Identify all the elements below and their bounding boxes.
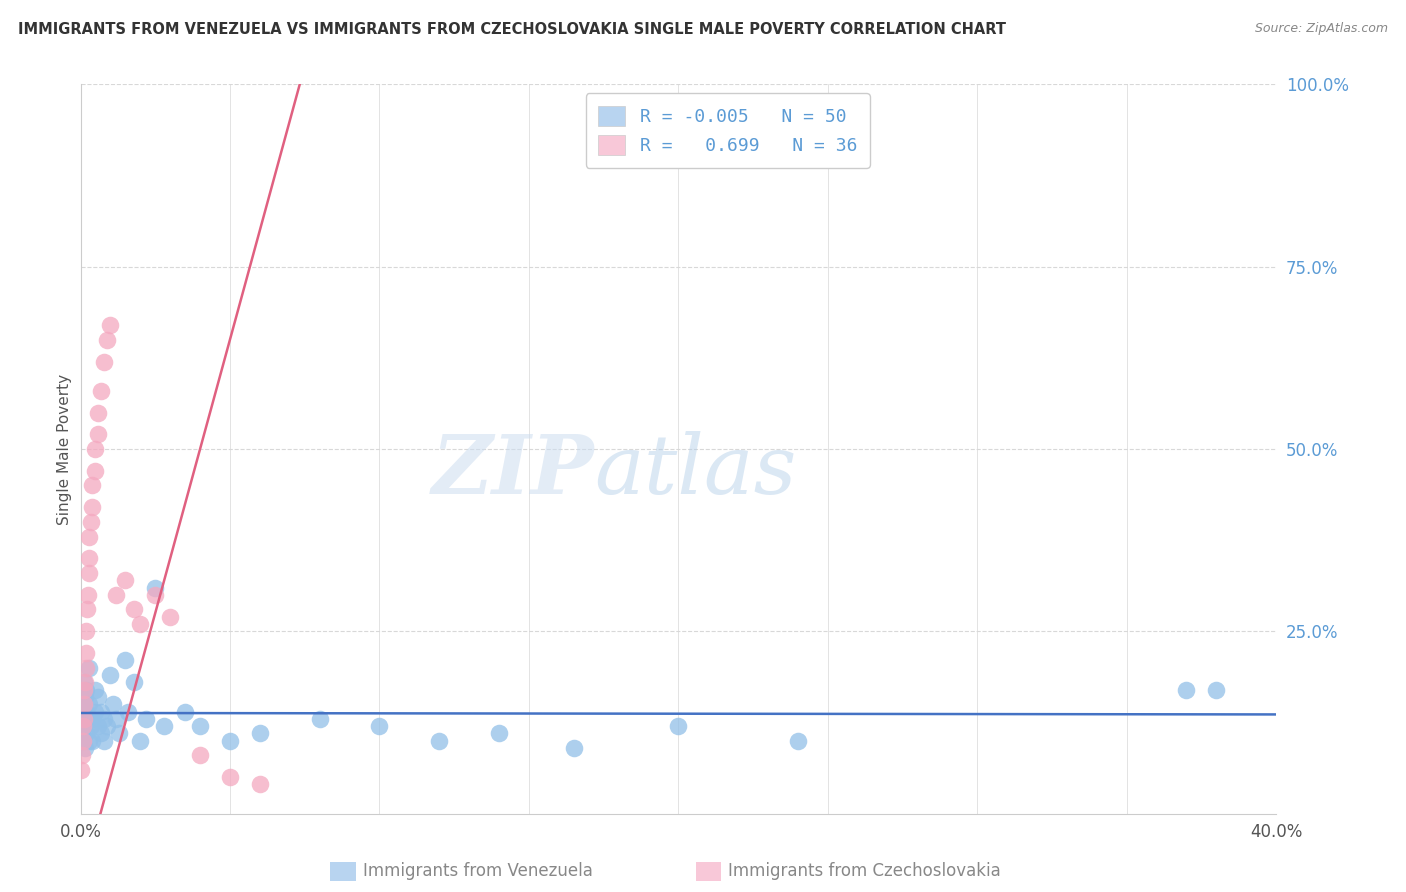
Point — [76, 705, 98, 719]
Point — [135, 712, 157, 726]
Point — [105, 588, 128, 602]
Point — [87, 690, 110, 704]
Text: Immigrants from Czechoslovakia: Immigrants from Czechoslovakia — [728, 863, 1001, 880]
Point — [129, 733, 152, 747]
Point — [80, 515, 103, 529]
Point — [72, 675, 94, 690]
Point — [114, 574, 136, 588]
Point — [76, 646, 98, 660]
Point — [73, 719, 96, 733]
Point — [153, 719, 176, 733]
Point — [124, 602, 146, 616]
Legend: R = -0.005   N = 50, R =   0.699   N = 36: R = -0.005 N = 50, R = 0.699 N = 36 — [586, 94, 870, 168]
Point — [143, 581, 166, 595]
Point — [79, 733, 101, 747]
Point — [79, 697, 101, 711]
Point — [73, 697, 96, 711]
Point — [427, 733, 450, 747]
Text: Source: ZipAtlas.com: Source: ZipAtlas.com — [1254, 22, 1388, 36]
Point — [84, 442, 107, 456]
Point — [488, 726, 510, 740]
Point — [114, 653, 136, 667]
Point — [90, 384, 112, 398]
Point — [219, 733, 242, 747]
Point — [249, 726, 271, 740]
Point — [308, 712, 330, 726]
Point — [84, 464, 107, 478]
Point — [108, 726, 131, 740]
Point — [96, 719, 118, 733]
Point — [93, 712, 115, 726]
Text: Immigrants from Venezuela: Immigrants from Venezuela — [363, 863, 592, 880]
Point — [159, 609, 181, 624]
Point — [129, 617, 152, 632]
Point — [84, 682, 107, 697]
Point — [70, 733, 93, 747]
Point — [73, 741, 96, 756]
Point — [77, 712, 100, 726]
Text: ZIP: ZIP — [432, 431, 595, 511]
Point — [82, 712, 104, 726]
Point — [93, 354, 115, 368]
Point — [87, 427, 110, 442]
Point — [93, 733, 115, 747]
Point — [368, 719, 391, 733]
Point — [786, 733, 808, 747]
Point — [70, 763, 93, 777]
Point — [124, 675, 146, 690]
Point — [100, 668, 122, 682]
Point — [79, 551, 101, 566]
Point — [72, 733, 94, 747]
Point — [76, 726, 98, 740]
Point — [70, 748, 93, 763]
Point — [72, 712, 94, 726]
Point — [79, 529, 101, 543]
Point — [90, 705, 112, 719]
Point — [76, 682, 98, 697]
Point — [117, 705, 139, 719]
Point — [188, 748, 211, 763]
Point — [76, 602, 98, 616]
Point — [73, 682, 96, 697]
Point — [666, 719, 689, 733]
Point — [87, 719, 110, 733]
Point — [90, 726, 112, 740]
Text: IMMIGRANTS FROM VENEZUELA VS IMMIGRANTS FROM CZECHOSLOVAKIA SINGLE MALE POVERTY : IMMIGRANTS FROM VENEZUELA VS IMMIGRANTS … — [18, 22, 1007, 37]
Point — [72, 712, 94, 726]
Point — [1175, 682, 1198, 697]
Point — [174, 705, 197, 719]
Point — [143, 588, 166, 602]
Point — [73, 690, 96, 704]
Point — [82, 500, 104, 515]
Point — [96, 333, 118, 347]
Point — [188, 719, 211, 733]
Point — [100, 318, 122, 332]
Point — [79, 566, 101, 580]
Point — [79, 661, 101, 675]
Point — [219, 770, 242, 784]
Point — [82, 733, 104, 747]
Point — [76, 624, 98, 639]
Point — [72, 697, 94, 711]
Point — [77, 588, 100, 602]
Point — [562, 741, 585, 756]
Point — [1205, 682, 1227, 697]
Point — [73, 675, 96, 690]
Point — [87, 406, 110, 420]
Point — [80, 719, 103, 733]
Text: atlas: atlas — [595, 431, 797, 511]
Point — [103, 697, 125, 711]
Point — [82, 478, 104, 492]
Point — [84, 705, 107, 719]
Point — [72, 719, 94, 733]
Point — [249, 777, 271, 791]
Point — [105, 712, 128, 726]
Point — [75, 661, 97, 675]
Y-axis label: Single Male Poverty: Single Male Poverty — [58, 374, 72, 524]
